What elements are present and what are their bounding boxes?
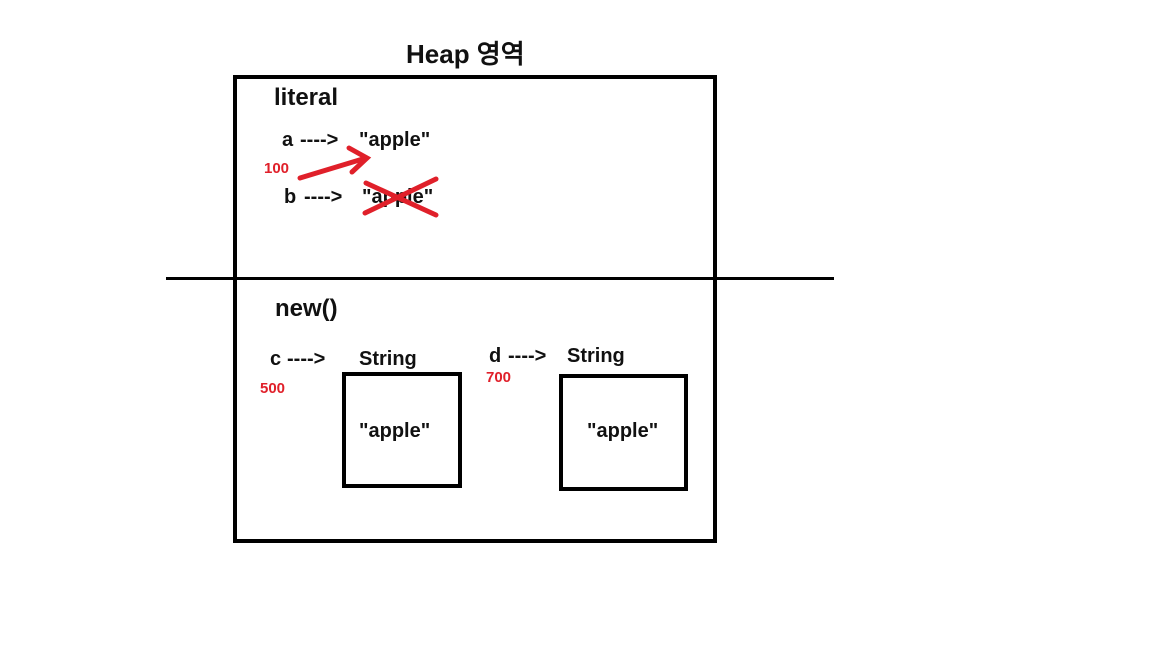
variable-d-label: d (489, 345, 502, 367)
string-object-c-value: "apple" (359, 420, 431, 442)
variable-b-label: b (284, 186, 297, 208)
strike-through-cross (362, 176, 439, 218)
string-object-d-value: "apple" (587, 420, 659, 442)
literal-apple-value: "apple" (359, 129, 431, 151)
heap-area-box (233, 75, 717, 543)
variable-c-label: c (270, 348, 282, 370)
address-700-label: 700 (486, 369, 512, 386)
reference-redirect-arrow (297, 145, 372, 181)
new-section-heading: new() (275, 295, 338, 322)
address-100-label: 100 (264, 160, 290, 177)
address-500-label: 500 (260, 380, 286, 397)
string-type-label-c: String (359, 348, 417, 370)
variable-a-arrow: ----> (300, 129, 339, 151)
literal-section-heading: literal (274, 84, 339, 111)
section-divider-line (166, 277, 834, 280)
variable-c-arrow: ----> (287, 348, 326, 370)
variable-b-arrow: ----> (304, 186, 343, 208)
diagram-title: Heap 영역 (406, 39, 525, 69)
string-type-label-d: String (567, 345, 625, 367)
string-object-d-box (559, 374, 688, 491)
variable-d-arrow: ----> (508, 345, 547, 367)
variable-a-label: a (282, 129, 294, 151)
string-object-c-box (342, 372, 462, 488)
